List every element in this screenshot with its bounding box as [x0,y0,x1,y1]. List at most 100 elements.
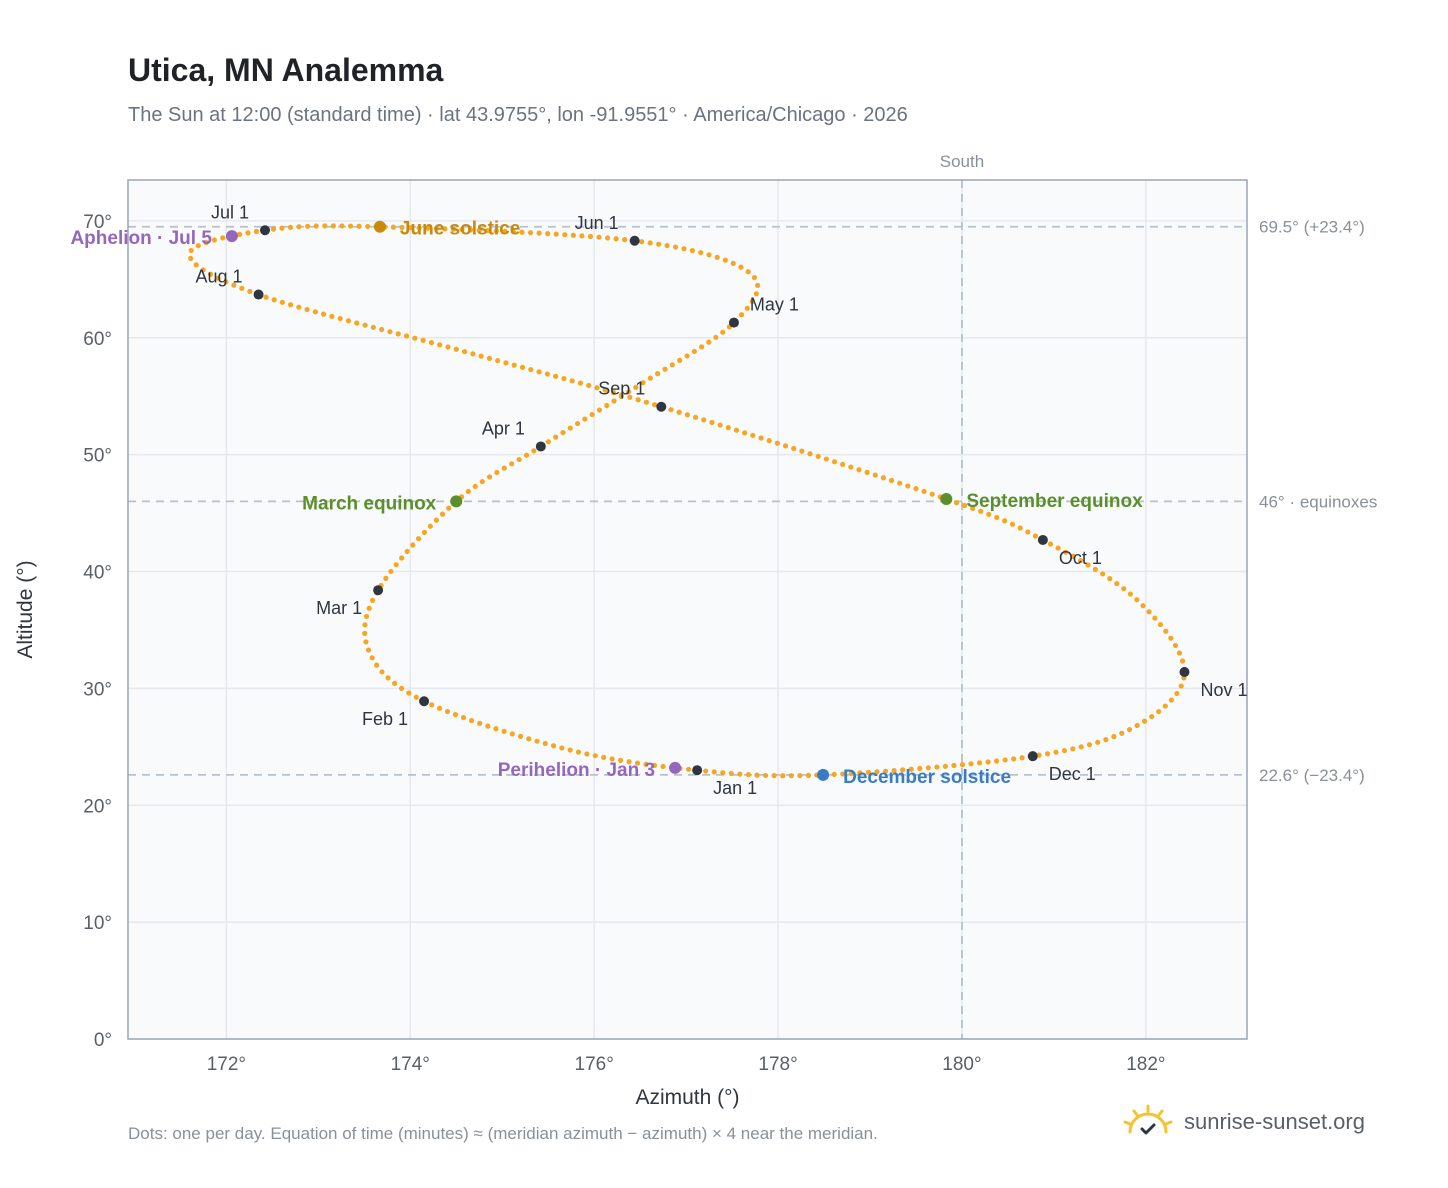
month-marker [1027,751,1038,762]
daily-dot [193,262,199,268]
daily-dot [771,773,777,779]
daily-dot [905,483,911,489]
daily-dot [601,754,607,760]
daily-dot [1174,690,1180,697]
daily-dot [986,511,992,517]
daily-dot [322,223,328,229]
daily-dot [635,397,641,403]
daily-dot [754,772,760,778]
daily-dot [698,344,705,350]
event-marker [450,495,463,508]
month-marker [1037,534,1048,545]
daily-dot [758,435,764,441]
daily-dot [577,380,584,386]
daily-dot [365,647,372,653]
daily-dot [433,225,439,232]
daily-dot [416,225,422,231]
daily-dot [942,763,949,769]
daily-dot [468,717,475,724]
event-marker [940,493,953,506]
daily-dot [643,761,649,767]
daily-dot [626,759,632,765]
daily-dot [461,348,468,355]
daily-dot [247,288,253,294]
daily-dot [604,235,611,241]
daily-dot [742,430,748,436]
daily-dot [994,514,1000,521]
daily-dot [1085,562,1091,568]
daily-dot [1162,703,1168,709]
daily-dot [550,743,557,749]
daily-dot [891,767,897,774]
daily-dot [569,378,575,384]
month-marker-label: Oct 1 [1059,548,1102,568]
daily-dot [362,322,368,328]
daily-dot [388,568,394,575]
daily-dot [639,239,645,245]
daily-dot [753,291,759,297]
daily-dot [511,362,517,368]
daily-dot [617,757,624,764]
brand-name[interactable]: sunrise-sunset.org [1184,1109,1365,1134]
daily-dot [345,318,352,324]
daily-dot [1009,521,1016,527]
daily-dot [921,488,927,495]
daily-dot [1019,755,1025,761]
daily-dot [953,500,960,506]
daily-dot [399,224,405,231]
daily-dot [1152,615,1158,621]
x-tick-label: 180° [942,1054,981,1075]
daily-dot [493,726,499,732]
daily-dot [755,282,761,289]
daily-dot [562,232,568,238]
daily-dot [672,244,679,250]
daily-dot [978,508,984,514]
x-axis-label: Azimuth (°) [635,1086,739,1109]
daily-dot [517,733,524,740]
daily-dot [888,477,895,484]
brand-logo[interactable]: sunrise-sunset.org [1120,1100,1365,1144]
daily-dot [365,223,371,230]
daily-dot [592,753,598,759]
daily-dot [994,758,1000,764]
daily-dot [749,298,755,304]
daily-dot [561,375,567,382]
event-label: December solstice [843,767,1011,788]
daily-dot [354,320,360,326]
daily-dot [686,766,692,772]
daily-dot [831,459,838,465]
daily-dot [807,451,813,457]
daily-dot [611,398,617,404]
daily-dot [494,469,500,476]
y-axis-label: Altitude (°) [14,560,37,658]
daily-dot [1061,747,1068,754]
axes: 172° 174° 176° 178° 180° 182° 0° 10° 20° 30° 40° 50… [14,212,1166,1109]
event-marker [669,761,682,774]
daily-dot [596,407,603,413]
daily-dot [493,228,499,234]
daily-dot [450,226,457,232]
daily-dot [567,425,573,431]
daily-dot [880,475,887,481]
daily-dot [689,247,695,254]
daily-dot [215,275,221,281]
daily-dot [1121,586,1127,592]
daily-dot [797,772,803,779]
chart-title: Utica, MN Analemma [128,52,444,88]
daily-dot [412,335,418,341]
daily-dot [589,411,595,418]
daily-dot [444,708,451,715]
x-tick-label: 174° [391,1054,430,1075]
daily-dot [691,348,697,355]
event-marker [225,230,238,243]
daily-dot [188,255,194,261]
daily-dot [840,461,846,467]
daily-dot [415,536,422,542]
daily-dot [374,662,380,668]
daily-dot [223,279,229,285]
daily-dot [502,228,508,234]
daily-dot [459,226,465,233]
daily-dot [728,770,734,777]
daily-dot [1063,549,1069,555]
daily-dot [460,715,467,721]
